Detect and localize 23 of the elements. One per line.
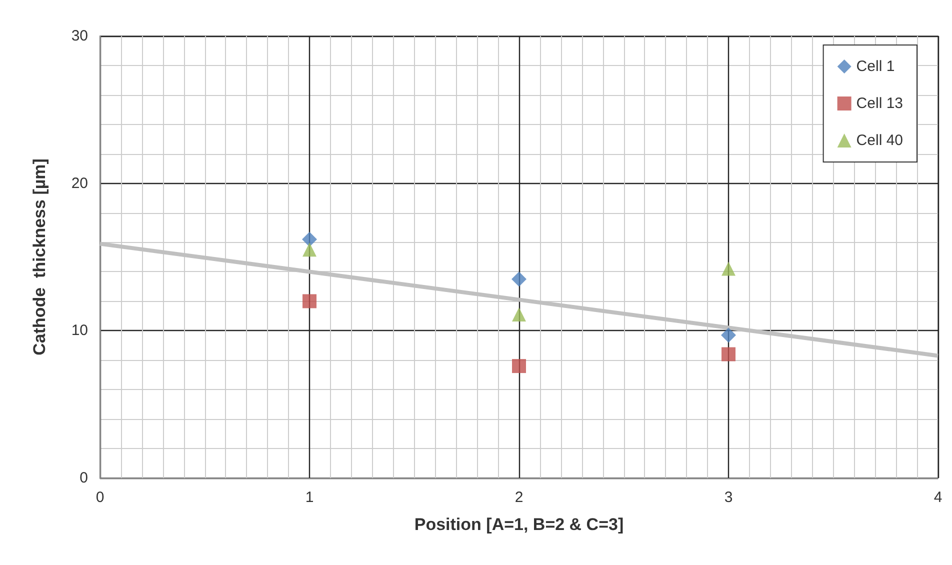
y-tick-label: 0: [80, 470, 88, 486]
y-tick-label: 10: [71, 322, 88, 340]
x-tick-label: 0: [96, 489, 104, 506]
point: [722, 347, 736, 362]
legend-label: Cell 40: [856, 132, 904, 149]
point: [721, 328, 736, 343]
x-tick-label: 2: [514, 489, 524, 506]
y-axis-title: Cathode thickness [µm]: [30, 158, 49, 356]
point: [512, 307, 526, 322]
point: [512, 359, 526, 374]
y-tick-label: 30: [71, 28, 88, 44]
x-tick-label: 3: [724, 489, 733, 506]
x-tick-label: 1: [305, 489, 314, 506]
legend-label: Cell 13: [856, 95, 904, 112]
x-tick-label: 4: [934, 489, 942, 506]
point: [302, 294, 316, 308]
point: [512, 272, 526, 287]
legend-label: Cell 1: [856, 58, 895, 75]
x-axis-title: Position [A=1, B=2 & C=3]: [414, 515, 624, 534]
point: [302, 242, 316, 257]
y-tick-label: 20: [71, 174, 88, 192]
point: [722, 262, 736, 276]
point: [302, 232, 317, 247]
